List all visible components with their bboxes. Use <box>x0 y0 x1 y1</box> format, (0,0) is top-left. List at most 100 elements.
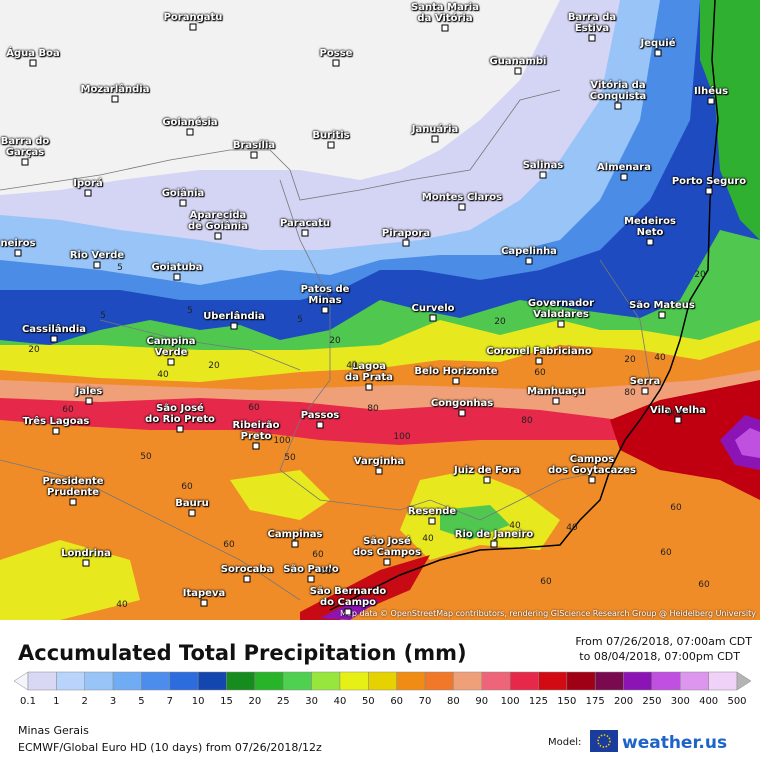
legend-swatch <box>311 671 341 691</box>
contour-label: 50 <box>140 452 152 462</box>
legend-swatch <box>339 671 369 691</box>
city-label: Brasília <box>232 140 276 151</box>
city-dot <box>327 141 335 149</box>
city-dot <box>428 517 436 525</box>
legend-level-label: 200 <box>614 696 633 707</box>
contour-label: 20 <box>494 317 506 327</box>
city-label: Paracatu <box>279 218 331 229</box>
city-label: Serra <box>629 376 661 387</box>
city-label: São Bernardo do Campo <box>309 586 387 608</box>
legend-swatch <box>368 671 397 691</box>
contour-label: 40 <box>509 521 521 531</box>
period-from: From 07/26/2018, 07:00am CDT <box>575 635 752 648</box>
legend-level-label: 50 <box>362 696 375 707</box>
contour-label: 80 <box>624 388 636 398</box>
legend-level-label: 300 <box>671 696 690 707</box>
legend-swatch <box>651 671 681 691</box>
legend-level-label: 1 <box>53 696 59 707</box>
eu-stars <box>597 734 611 748</box>
contour-label: 60 <box>540 577 552 587</box>
contour-label: 50 <box>284 453 296 463</box>
contour-label: 40 <box>116 600 128 610</box>
legend-swatch <box>254 671 284 691</box>
contour-label: 20 <box>208 361 220 371</box>
legend-level-label: 90 <box>475 696 488 707</box>
contour-label: 20 <box>624 355 636 365</box>
contour-label: 20 <box>694 270 706 280</box>
city-label: Três Lagoas <box>22 416 90 427</box>
city-dot <box>214 232 222 240</box>
city-label: Cassilândia <box>21 324 87 335</box>
city-dot <box>588 476 596 484</box>
city-dot <box>93 261 101 269</box>
legend-level-label: 2 <box>82 696 88 707</box>
city-dot <box>291 540 299 548</box>
contour-label: 5 <box>117 263 123 273</box>
city-dot <box>458 409 466 417</box>
city-label: Pirapora <box>381 228 431 239</box>
legend-level-label: 400 <box>699 696 718 707</box>
city-label: Curvelo <box>411 303 455 314</box>
legend-level-label: 3 <box>110 696 116 707</box>
city-label: Bauru <box>175 498 209 509</box>
city-dot <box>614 102 622 110</box>
legend-swatch <box>481 671 511 691</box>
city-label: Iporá <box>73 178 103 189</box>
city-label: Campina Verde <box>146 336 196 358</box>
legend-end-left <box>13 671 29 691</box>
city-label: Porangatu <box>163 12 223 23</box>
legend: Accumulated Total Precipitation (mm) Fro… <box>13 635 752 754</box>
contour-label: 100 <box>666 409 684 419</box>
city-dot <box>490 540 498 548</box>
contour-label: 20 <box>329 336 341 346</box>
region: Minas Gerais <box>18 724 89 737</box>
city-dot <box>21 158 29 166</box>
contour-label: 40 <box>157 370 169 380</box>
city-dot <box>705 187 713 195</box>
city-label: Almenara <box>597 162 651 173</box>
city-label: São Paulo <box>283 564 339 575</box>
city-dot <box>646 238 654 246</box>
city-label: Campos dos Goytacazes <box>548 454 636 476</box>
legend-level-label: 30 <box>305 696 318 707</box>
contour-label: 60 <box>660 548 672 558</box>
legend-swatch <box>141 671 171 691</box>
legend-swatch <box>623 671 653 691</box>
city-label: São José dos Campos <box>353 536 421 558</box>
legend-level-label: 250 <box>642 696 661 707</box>
legend-swatch <box>197 671 227 691</box>
model-run: ECMWF/Global Euro HD (10 days) from 07/2… <box>18 741 322 754</box>
city-dot <box>179 199 187 207</box>
contour-label: 60 <box>181 482 193 492</box>
city-dot <box>535 357 543 365</box>
city-dot <box>84 189 92 197</box>
city-label: Aparecida de Goiânia <box>188 210 248 232</box>
legend-level-label: 40 <box>334 696 347 707</box>
precip-fill <box>0 0 760 620</box>
legend-level-label: 60 <box>390 696 403 707</box>
legend-level-label: 10 <box>192 696 205 707</box>
city-label: Resende <box>407 506 457 517</box>
city-dot <box>321 306 329 314</box>
contour-label: 60 <box>312 550 324 560</box>
legend-swatch <box>509 671 539 691</box>
city-dot <box>186 128 194 136</box>
city-dot <box>69 498 77 506</box>
city-dot <box>588 34 596 42</box>
city-label: Campinas <box>267 529 323 540</box>
legend-swatch <box>453 671 483 691</box>
city-label: Vitória da Conquista <box>589 80 647 102</box>
city-dot <box>52 427 60 435</box>
city-dot <box>29 59 37 67</box>
city-dot <box>375 467 383 475</box>
city-label: Itapeva <box>182 588 226 599</box>
legend-level-label: 15 <box>220 696 233 707</box>
city-label: Água Boa <box>6 48 60 59</box>
legend-level-label: 150 <box>557 696 576 707</box>
legend-swatch <box>396 671 426 691</box>
map: Map data © OpenStreetMap contributors, r… <box>0 0 760 620</box>
city-label: Ilhéus <box>693 86 729 97</box>
city-dot <box>383 558 391 566</box>
contour-label: 5 <box>297 315 303 325</box>
legend-level-label: 100 <box>501 696 520 707</box>
